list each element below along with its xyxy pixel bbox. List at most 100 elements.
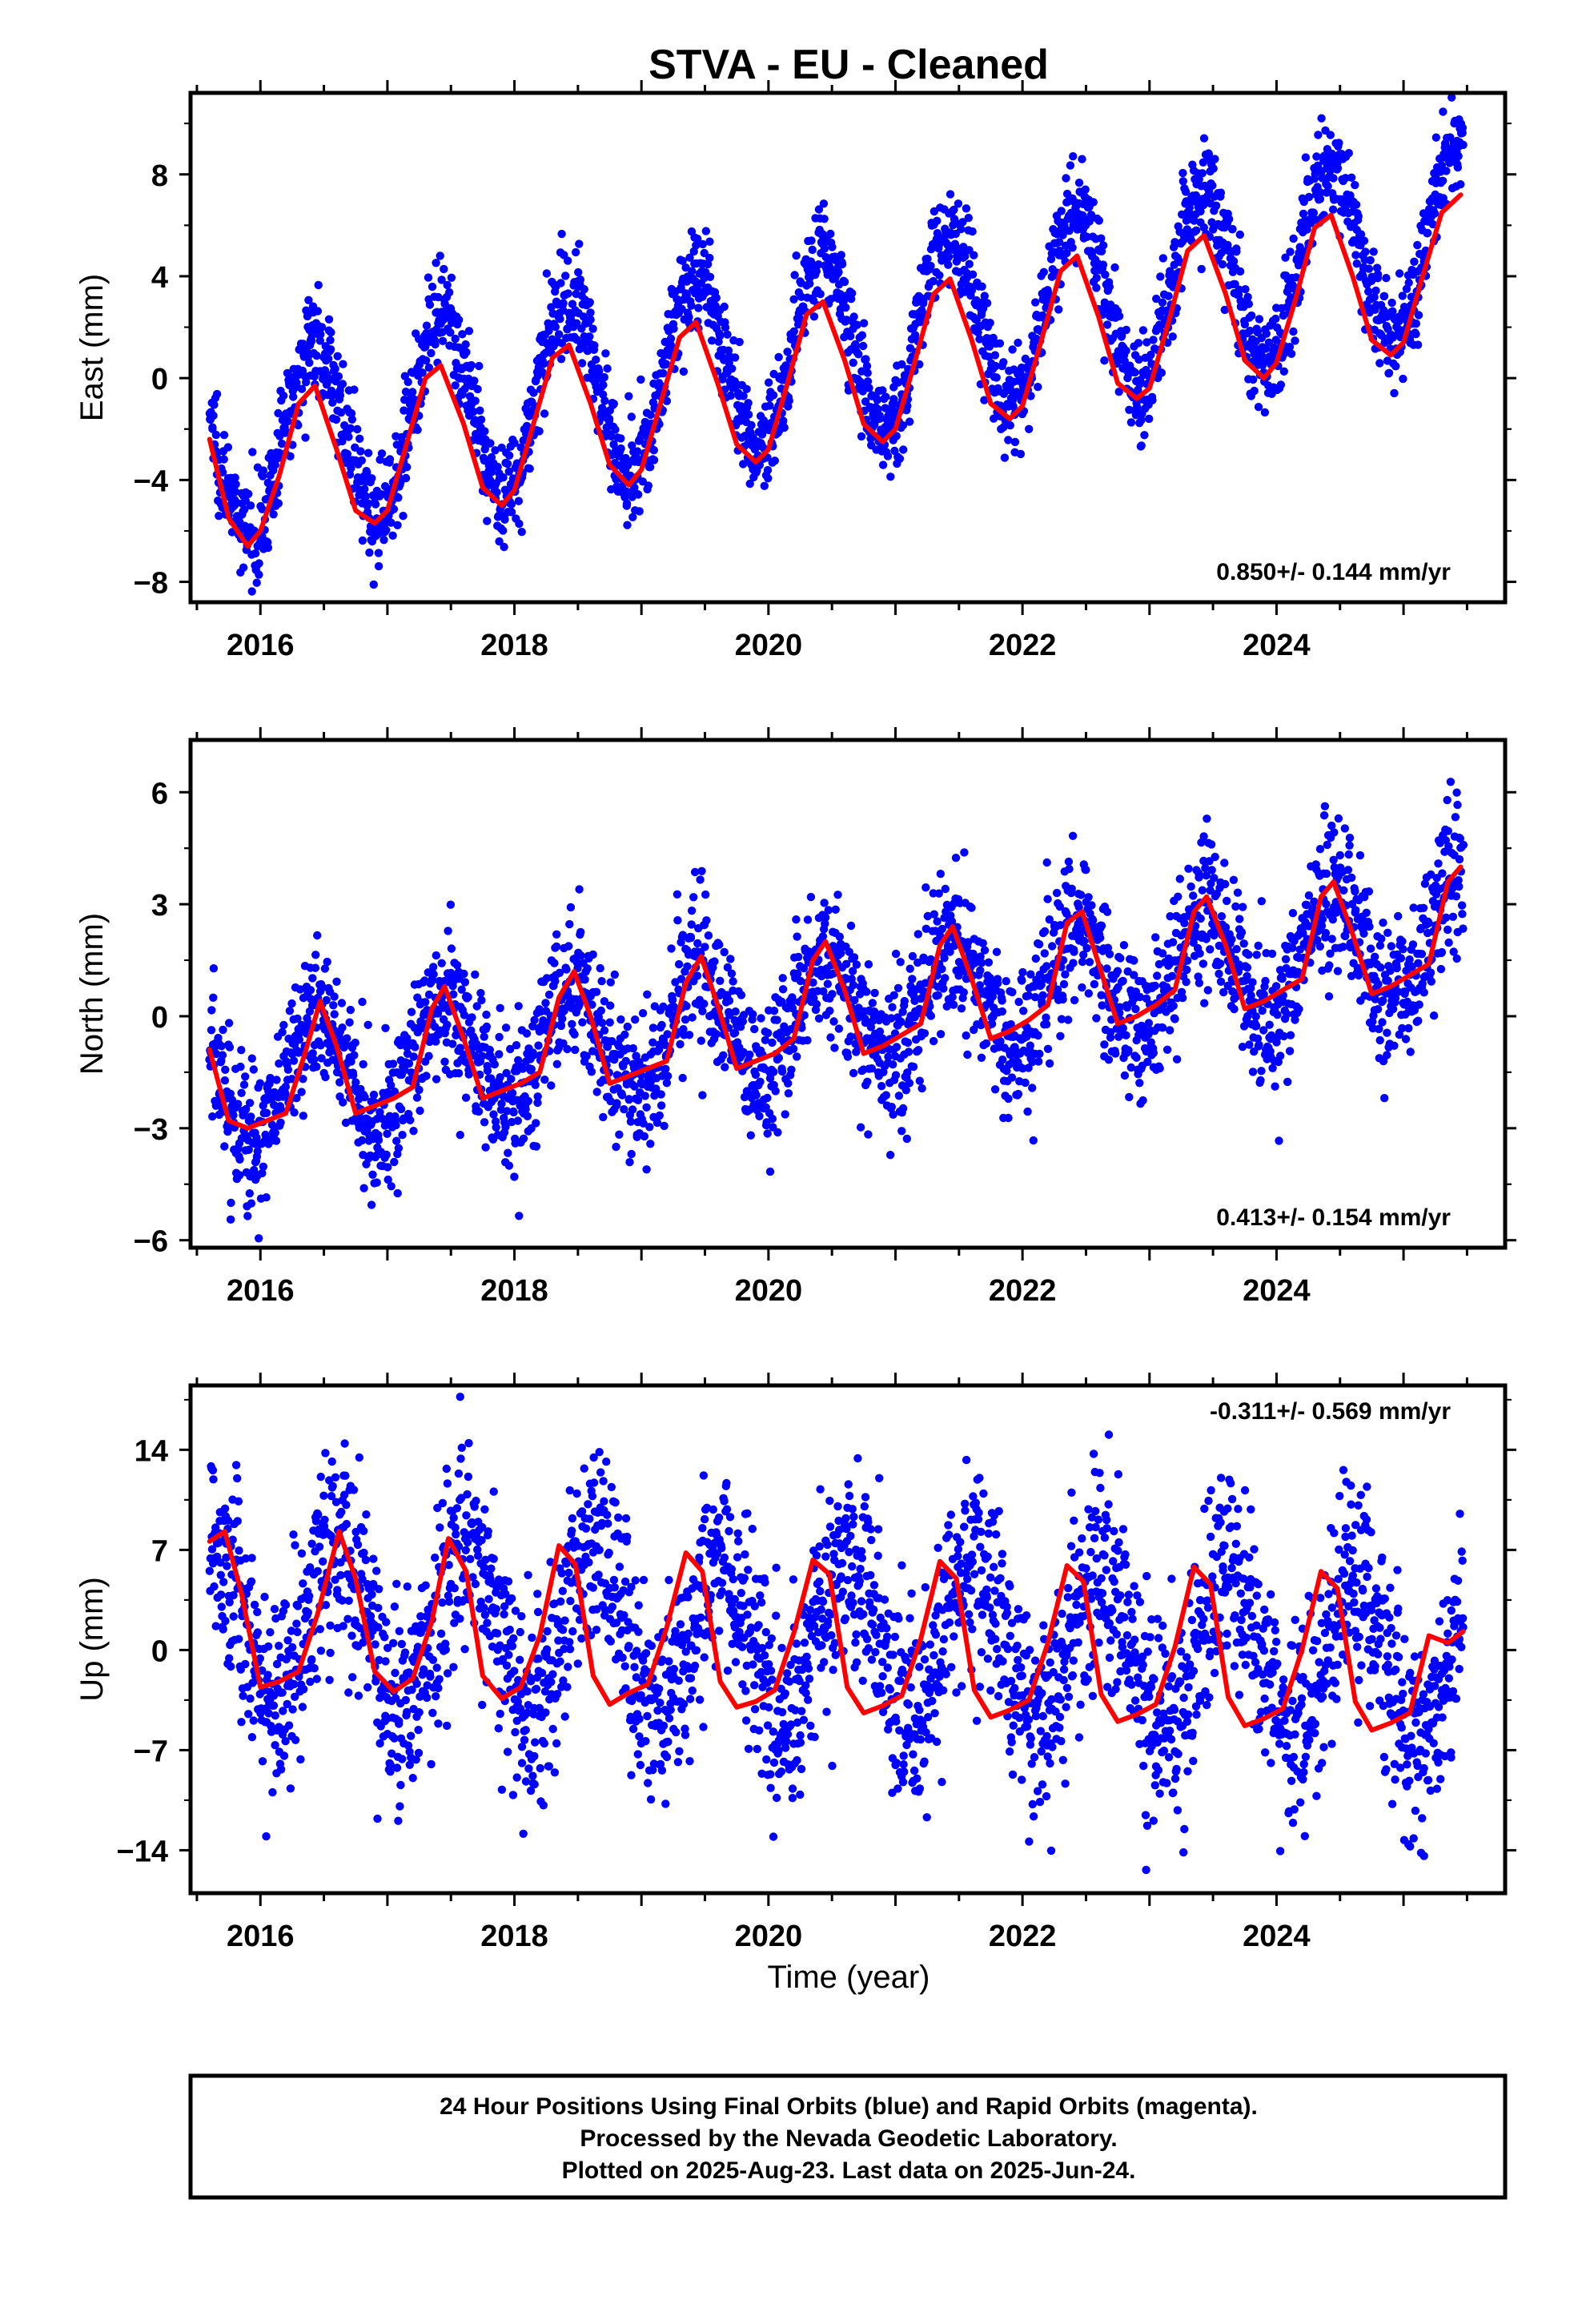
- data-point: [456, 1131, 464, 1140]
- data-point: [763, 465, 773, 475]
- data-point: [693, 235, 702, 243]
- data-point: [473, 384, 482, 394]
- data-point: [646, 410, 655, 420]
- data-point: [855, 990, 865, 999]
- data-point: [829, 1017, 838, 1026]
- data-point: [1185, 203, 1195, 212]
- data-point: [885, 1151, 895, 1160]
- data-point: [1199, 134, 1209, 143]
- data-point: [897, 1127, 906, 1136]
- data-point: [936, 870, 946, 879]
- data-point: [338, 1023, 347, 1032]
- data-point: [611, 425, 620, 434]
- data-point: [394, 1144, 404, 1153]
- data-point: [429, 963, 438, 971]
- data-point: [1087, 901, 1096, 910]
- data-point: [698, 1091, 707, 1100]
- data-point: [592, 1088, 601, 1096]
- data-point: [976, 952, 985, 961]
- data-point: [816, 290, 825, 299]
- data-point: [454, 1069, 464, 1078]
- data-point: [996, 1037, 1005, 1046]
- data-point: [449, 990, 458, 999]
- data-point: [1079, 951, 1088, 959]
- data-point: [1387, 298, 1396, 308]
- data-point: [422, 321, 432, 330]
- data-point: [408, 388, 417, 396]
- data-point: [1019, 1007, 1028, 1015]
- data-point: [1029, 1136, 1038, 1145]
- data-point: [975, 981, 985, 990]
- data-point: [992, 373, 1001, 382]
- data-point: [705, 253, 714, 263]
- data-point: [407, 1007, 416, 1016]
- data-point: [783, 348, 792, 356]
- data-point: [896, 958, 905, 967]
- data-point: [1447, 93, 1456, 102]
- data-point: [304, 296, 313, 304]
- data-point: [372, 1178, 381, 1187]
- data-point: [451, 334, 460, 344]
- data-point: [428, 282, 437, 292]
- data-point: [302, 378, 311, 387]
- data-point: [237, 1088, 246, 1098]
- data-point: [1411, 319, 1421, 328]
- data-point: [338, 436, 347, 446]
- data-point: [944, 260, 953, 269]
- data-point: [878, 386, 887, 395]
- data-point: [374, 1136, 383, 1144]
- data-point: [330, 992, 339, 1001]
- data-point: [381, 1023, 390, 1033]
- data-point: [489, 1110, 498, 1119]
- data-point: [1092, 283, 1101, 292]
- data-point: [628, 1043, 637, 1053]
- data-point: [1102, 907, 1112, 916]
- data-point: [820, 215, 829, 223]
- data-point: [575, 885, 584, 894]
- data-point: [317, 323, 327, 332]
- data-point: [512, 1041, 521, 1050]
- data-point: [849, 980, 858, 990]
- data-point: [1074, 903, 1083, 912]
- data-point: [640, 1132, 648, 1141]
- data-point: [1291, 336, 1299, 345]
- data-point: [276, 1118, 285, 1128]
- data-point: [425, 300, 435, 309]
- data-point: [544, 990, 554, 999]
- data-point: [350, 385, 359, 394]
- data-point: [1411, 330, 1420, 339]
- data-point: [681, 263, 690, 272]
- y-tick-label: −4: [134, 464, 168, 498]
- data-point: [789, 327, 798, 336]
- data-point: [895, 454, 905, 463]
- data-point: [229, 1111, 238, 1120]
- data-point: [1276, 380, 1286, 389]
- data-point: [596, 963, 604, 973]
- data-point: [241, 1072, 250, 1081]
- data-point: [941, 884, 950, 894]
- data-point: [954, 971, 963, 980]
- data-point: [970, 251, 978, 259]
- data-point: [867, 1064, 877, 1073]
- data-point: [269, 510, 278, 519]
- data-point: [500, 542, 508, 552]
- data-point: [598, 1019, 607, 1027]
- data-point: [492, 1123, 500, 1132]
- data-point: [382, 525, 391, 535]
- data-point: [247, 587, 256, 596]
- data-point: [247, 1199, 256, 1208]
- data-point: [638, 1009, 648, 1018]
- data-point: [279, 1020, 288, 1030]
- data-point: [705, 237, 714, 246]
- data-point: [1111, 1049, 1120, 1058]
- data-point: [910, 996, 919, 1006]
- data-point: [285, 1007, 295, 1015]
- data-point: [392, 1136, 401, 1145]
- data-point: [946, 947, 954, 956]
- data-point: [1286, 247, 1295, 256]
- data-point: [231, 473, 239, 482]
- data-point: [255, 570, 263, 579]
- data-point: [1114, 388, 1123, 396]
- data-point: [1018, 976, 1026, 985]
- data-point: [540, 409, 549, 418]
